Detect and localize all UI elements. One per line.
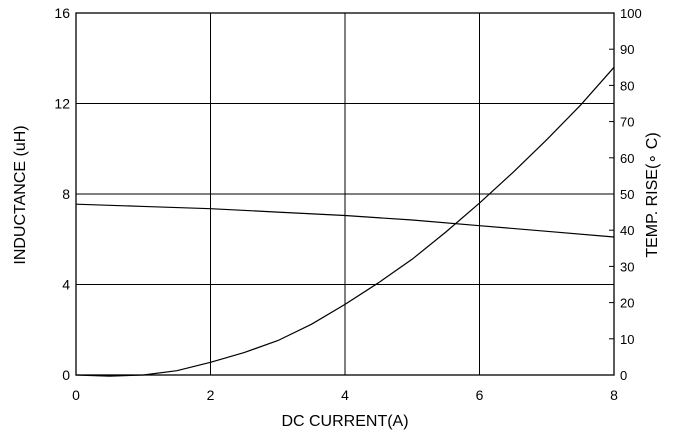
y-left-tick-label: 16 — [54, 5, 70, 21]
y-right-tick-label: 50 — [620, 187, 634, 202]
y-right-tick-label: 30 — [620, 259, 634, 274]
y-left-tick-label: 4 — [62, 277, 70, 293]
y-right-tick-label: 40 — [620, 223, 634, 238]
y-right-axis-title: TEMP. RISE(∘ C) — [644, 132, 661, 257]
y-left-tick-label: 0 — [62, 367, 70, 383]
y-right-tick-label: 20 — [620, 296, 634, 311]
x-axis-ticks: 0 2 4 6 8 — [72, 370, 618, 403]
x-tick-label: 8 — [610, 387, 618, 403]
x-axis-title: DC CURRENT(A) — [281, 413, 408, 430]
y-right-tick-label: 10 — [620, 332, 634, 347]
y-right-tick-label: 0 — [620, 368, 627, 383]
y-left-axis-ticks: 0 4 8 12 16 — [54, 5, 81, 383]
x-tick-label: 0 — [72, 387, 80, 403]
x-tick-label: 2 — [207, 387, 215, 403]
series-line-inductance — [75, 203, 615, 238]
y-right-tick-label: 70 — [620, 115, 634, 130]
series-group — [75, 66, 615, 377]
y-left-tick-label: 8 — [62, 186, 70, 202]
grid-lines — [76, 13, 614, 375]
y-right-tick-label: 90 — [620, 42, 634, 57]
y-left-tick-label: 12 — [54, 96, 70, 112]
y-right-tick-label: 60 — [620, 151, 634, 166]
series-line-temp-rise — [75, 66, 615, 377]
x-tick-label: 4 — [341, 387, 349, 403]
y-left-axis-title: INDUCTANCE (uH) — [12, 125, 29, 264]
y-right-tick-label: 100 — [620, 6, 642, 21]
y-right-axis-ticks: 0 10 20 30 40 50 60 70 80 90 100 — [609, 6, 642, 383]
y-right-tick-label: 80 — [620, 78, 634, 93]
x-tick-label: 6 — [476, 387, 484, 403]
